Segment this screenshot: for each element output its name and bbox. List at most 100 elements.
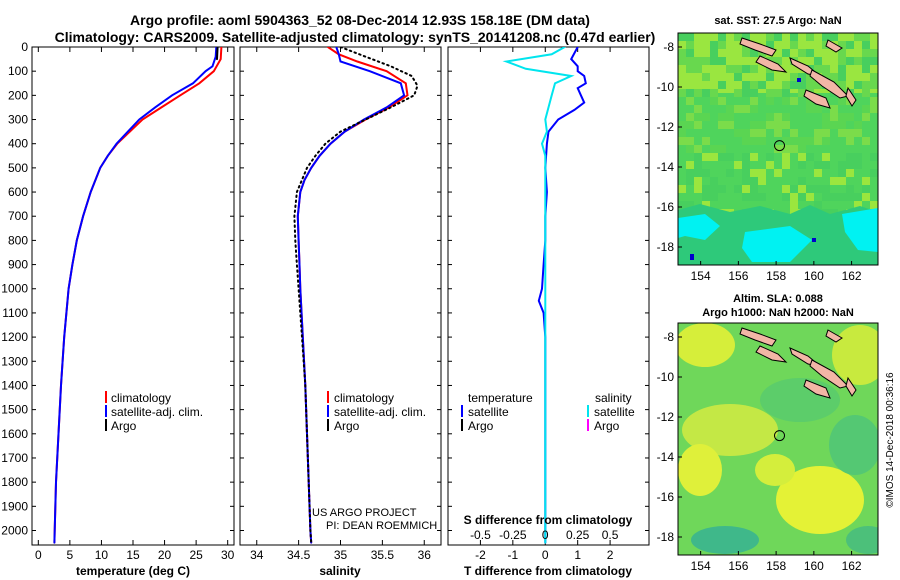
salinity-xlabel: salinity — [319, 564, 361, 578]
depth-tick-label: 700 — [8, 209, 28, 223]
sst-cell — [742, 161, 750, 169]
sla-high-2 — [832, 325, 878, 385]
sst-cell — [694, 57, 702, 65]
sla-low-1 — [760, 378, 840, 422]
depth-tick-label: 900 — [8, 258, 28, 272]
temperature-ticks: 0 5 10 15 20 25 30 — [32, 46, 235, 562]
sst-cell — [774, 33, 782, 41]
sst-cell — [798, 185, 806, 193]
temperature-lines — [53, 47, 223, 544]
map-x-tick-label: 156 — [728, 269, 748, 283]
sst-cell — [750, 81, 758, 89]
legend-label-t-satellite: satellite — [468, 405, 509, 419]
sst-cell — [862, 89, 870, 97]
legend-label-climatology: climatology — [111, 391, 171, 405]
salinity-lines — [293, 47, 419, 544]
sst-cell — [686, 145, 694, 153]
title-line1: Argo profile: aoml 5904363_52 08-Dec-201… — [130, 12, 590, 28]
sst-cell — [854, 33, 862, 41]
legend-label-s-satellite: satellite — [594, 405, 635, 419]
sst-cell — [710, 49, 718, 57]
sst-cell — [710, 153, 718, 161]
temperature-diff-xlabel: T difference from climatology — [464, 564, 632, 578]
sst-cell — [718, 153, 726, 161]
sst-cell — [814, 105, 822, 113]
sst-cell — [678, 137, 686, 145]
sst-cell — [686, 41, 694, 49]
sst-cell — [862, 57, 870, 65]
island — [845, 376, 857, 397]
sst-cell — [782, 89, 790, 97]
sst-cell — [750, 129, 758, 137]
sst-cell — [702, 185, 710, 193]
sst-cell — [798, 177, 806, 185]
sst-cell — [750, 137, 758, 145]
sst-cell — [782, 145, 790, 153]
sla-high-4 — [678, 444, 722, 496]
sst-cell — [694, 121, 702, 129]
map-y-tick-label: -12 — [657, 410, 675, 424]
sst-cell — [718, 97, 726, 105]
sst-cell — [830, 121, 838, 129]
legend-label-satellite: satellite-adj. clim. — [111, 405, 203, 419]
island — [809, 69, 849, 99]
sst-cell — [838, 121, 846, 129]
map-x-tick-label: 162 — [842, 559, 862, 573]
sst-cell — [766, 97, 774, 105]
sst-map-panel: sat. SST: 27.5 Argo: NaN 154 1 — [657, 15, 879, 283]
sst-cell — [742, 137, 750, 145]
sst-map-image — [678, 33, 878, 265]
x-tick-label: 25 — [189, 548, 203, 562]
depth-tick-label: 1000 — [1, 282, 28, 296]
map-y-tick-label: -14 — [657, 450, 675, 464]
s-diff-tick-label: -0.5 — [470, 528, 491, 542]
sst-cell — [838, 193, 846, 201]
map-x-tick-label: 156 — [728, 559, 748, 573]
sst-cell — [702, 153, 710, 161]
sst-cell — [782, 185, 790, 193]
sst-cold-patch-west — [678, 214, 720, 240]
sst-cell — [830, 113, 838, 121]
depth-tick-label: 800 — [8, 233, 28, 247]
sst-cell — [790, 73, 798, 81]
sst-cell — [838, 161, 846, 169]
sst-cell — [678, 201, 686, 209]
sst-cell — [734, 65, 742, 73]
sst-cell — [710, 41, 718, 49]
sst-cell — [862, 185, 870, 193]
sst-cell — [758, 177, 766, 185]
x-tick-label: 34 — [250, 548, 264, 562]
sst-cell — [790, 81, 798, 89]
sst-cell — [790, 193, 798, 201]
sst-cell — [838, 81, 846, 89]
imos-side-label: ©IMOS 14-Dec-2018 00:36:16 — [885, 372, 896, 508]
sst-cell — [734, 185, 742, 193]
sst-cell — [822, 137, 830, 145]
sst-cell — [782, 121, 790, 129]
sst-cell — [734, 161, 742, 169]
sst-cell — [710, 193, 718, 201]
sst-cell — [822, 121, 830, 129]
sla-islands — [739, 327, 857, 399]
sst-cell — [862, 41, 870, 49]
sst-cell — [854, 57, 862, 65]
sst-cell — [758, 129, 766, 137]
series-line-salinity-satellite — [502, 47, 575, 544]
sst-cell — [838, 97, 846, 105]
salinity-diff-label: S difference from climatology — [464, 513, 633, 527]
map-y-tick-label: -16 — [657, 200, 675, 214]
x-tick-label: 5 — [67, 548, 74, 562]
island — [755, 345, 788, 363]
island — [803, 89, 831, 109]
sst-cell — [758, 121, 766, 129]
sst-cell — [742, 33, 750, 41]
map-y-tick-label: -8 — [663, 330, 674, 344]
depth-tick-label: 1600 — [1, 427, 28, 441]
sst-cell — [790, 145, 798, 153]
map-y-tick-label: -8 — [663, 40, 674, 54]
sst-cell — [686, 57, 694, 65]
sst-cell — [830, 73, 838, 81]
sst-cell — [822, 113, 830, 121]
sst-cell — [798, 145, 806, 153]
sst-cell — [814, 161, 822, 169]
